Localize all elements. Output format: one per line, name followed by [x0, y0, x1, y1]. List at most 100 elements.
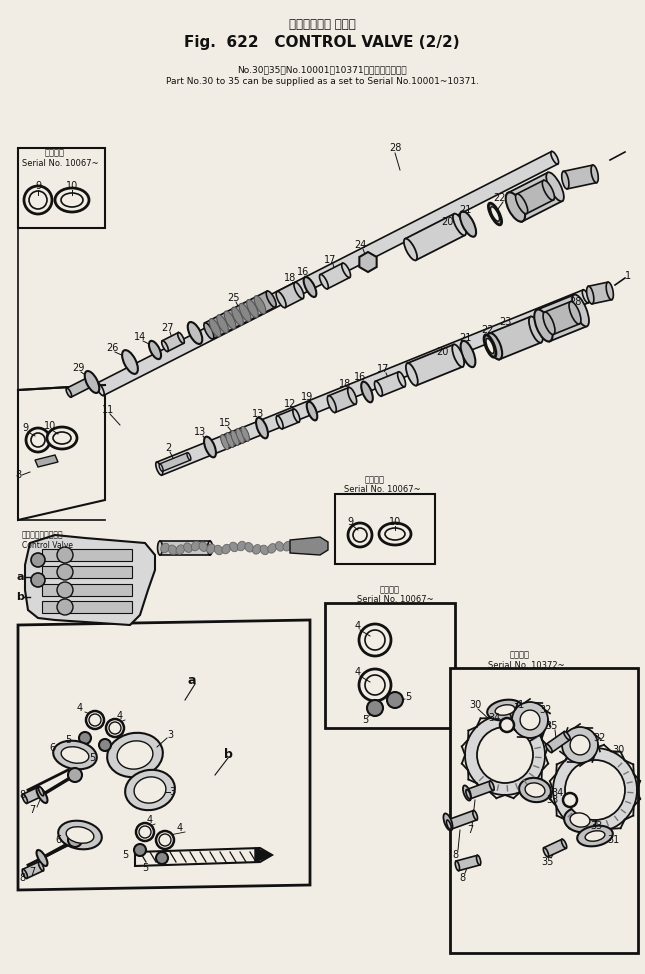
Ellipse shape	[214, 545, 223, 555]
Polygon shape	[25, 535, 155, 625]
Ellipse shape	[161, 543, 169, 553]
Circle shape	[365, 675, 385, 695]
Ellipse shape	[236, 429, 244, 443]
Ellipse shape	[260, 545, 269, 555]
Text: 20: 20	[436, 347, 448, 357]
Polygon shape	[447, 810, 477, 830]
Ellipse shape	[506, 192, 525, 222]
Ellipse shape	[490, 781, 494, 791]
Text: 30: 30	[612, 745, 624, 755]
Ellipse shape	[122, 350, 138, 374]
Ellipse shape	[199, 542, 208, 551]
Polygon shape	[222, 428, 248, 449]
Polygon shape	[544, 302, 579, 334]
Ellipse shape	[252, 544, 261, 554]
Ellipse shape	[525, 783, 545, 797]
Polygon shape	[537, 295, 587, 341]
Text: Serial No. 10067~: Serial No. 10067~	[22, 159, 98, 168]
Text: 適用号番: 適用号番	[365, 475, 385, 484]
Text: Serial No. 10372~: Serial No. 10372~	[488, 660, 564, 669]
Ellipse shape	[406, 363, 418, 386]
Polygon shape	[408, 345, 462, 386]
Ellipse shape	[487, 333, 502, 359]
Ellipse shape	[209, 318, 221, 337]
Polygon shape	[255, 848, 272, 862]
Polygon shape	[456, 855, 480, 871]
Ellipse shape	[577, 826, 613, 846]
Ellipse shape	[188, 322, 203, 344]
Ellipse shape	[562, 171, 569, 189]
Ellipse shape	[379, 523, 411, 545]
Text: 31: 31	[607, 835, 619, 845]
Circle shape	[31, 573, 45, 587]
Circle shape	[68, 768, 82, 782]
Bar	[42, 584, 132, 596]
Ellipse shape	[134, 777, 166, 804]
Text: 34: 34	[551, 788, 563, 798]
Ellipse shape	[168, 545, 177, 554]
Ellipse shape	[443, 813, 453, 831]
Circle shape	[89, 714, 101, 726]
Polygon shape	[564, 165, 597, 189]
Polygon shape	[359, 252, 377, 272]
Circle shape	[562, 727, 598, 763]
Text: 13: 13	[194, 427, 206, 437]
Polygon shape	[18, 385, 105, 520]
Ellipse shape	[586, 286, 594, 304]
Ellipse shape	[61, 193, 83, 207]
Text: 10: 10	[66, 181, 78, 191]
Ellipse shape	[404, 239, 417, 260]
Text: 適用号番: 適用号番	[380, 585, 400, 594]
Polygon shape	[18, 620, 310, 890]
Text: 32: 32	[594, 733, 606, 743]
Text: 33: 33	[590, 821, 602, 831]
Text: 21: 21	[459, 205, 471, 215]
Text: a: a	[188, 673, 196, 687]
Ellipse shape	[187, 453, 191, 460]
Circle shape	[24, 186, 52, 214]
Circle shape	[465, 715, 545, 795]
Ellipse shape	[466, 790, 471, 799]
Ellipse shape	[488, 204, 502, 225]
Ellipse shape	[519, 778, 551, 803]
Text: 4: 4	[147, 815, 153, 825]
Ellipse shape	[237, 542, 246, 550]
Text: 5: 5	[405, 692, 411, 702]
Circle shape	[353, 528, 367, 542]
Ellipse shape	[276, 416, 283, 429]
Polygon shape	[489, 317, 541, 359]
Text: 22: 22	[494, 193, 506, 203]
Text: 5: 5	[89, 753, 95, 763]
Circle shape	[159, 834, 171, 846]
Ellipse shape	[452, 345, 464, 367]
Text: 31: 31	[512, 700, 524, 710]
Polygon shape	[290, 537, 328, 555]
Ellipse shape	[268, 543, 276, 553]
Ellipse shape	[58, 821, 102, 849]
Text: 19: 19	[301, 392, 313, 402]
Ellipse shape	[221, 434, 229, 450]
Ellipse shape	[276, 291, 286, 308]
Circle shape	[348, 523, 372, 547]
Ellipse shape	[486, 339, 494, 354]
Ellipse shape	[53, 740, 97, 769]
Circle shape	[136, 823, 154, 841]
Text: コントロールバルブ: コントロールバルブ	[22, 531, 64, 540]
Ellipse shape	[446, 820, 452, 830]
Circle shape	[57, 564, 73, 580]
Text: 7: 7	[29, 805, 35, 815]
Ellipse shape	[582, 290, 590, 303]
Ellipse shape	[294, 282, 304, 299]
Ellipse shape	[453, 213, 466, 236]
Ellipse shape	[204, 322, 213, 339]
Circle shape	[68, 833, 82, 847]
Circle shape	[365, 630, 385, 650]
Polygon shape	[405, 214, 465, 260]
Bar	[335, 494, 435, 564]
Ellipse shape	[515, 194, 528, 213]
Ellipse shape	[543, 312, 555, 334]
Circle shape	[563, 793, 577, 807]
Ellipse shape	[117, 741, 153, 769]
Ellipse shape	[184, 543, 192, 552]
Ellipse shape	[242, 428, 249, 440]
